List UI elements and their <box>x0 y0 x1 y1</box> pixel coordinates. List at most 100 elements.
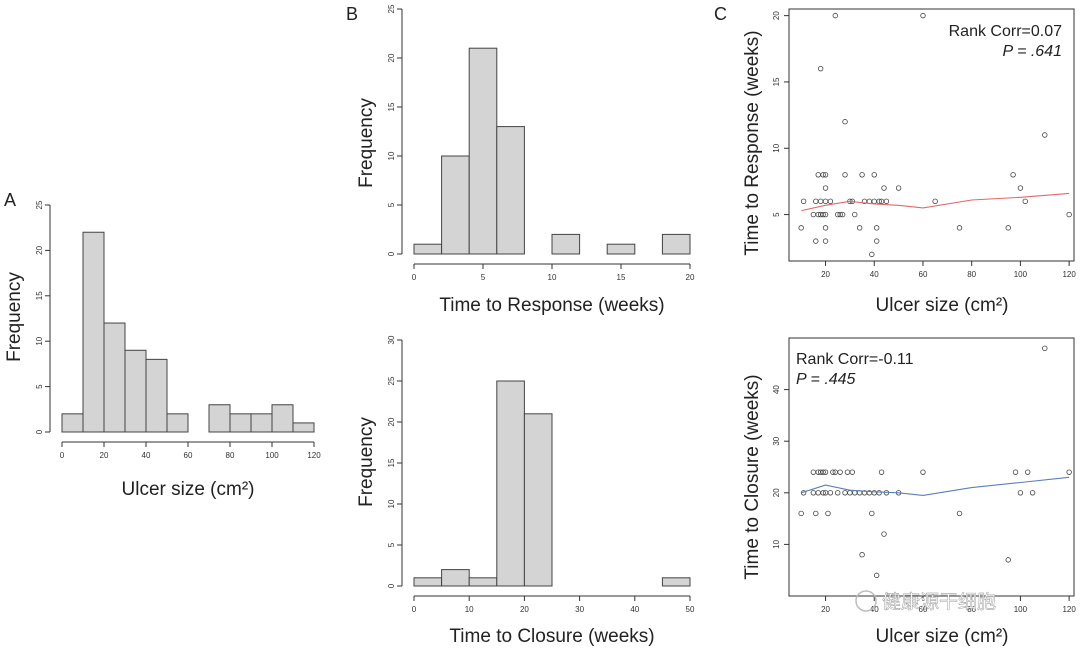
bar-0 <box>413 243 443 255</box>
scatter-point-38 <box>1012 469 1019 475</box>
watermark-right: 健康源干细胞 <box>855 590 996 613</box>
bar-0 <box>413 577 443 587</box>
bar-7 <box>606 243 636 255</box>
x-tick-label: 20 <box>686 273 695 282</box>
ylabel-time-to-response-c: Time to Response (weeks) <box>742 30 763 255</box>
x-tick-label: 10 <box>465 605 474 614</box>
x-tick-label: 80 <box>226 451 235 460</box>
scatter-point-16 <box>835 490 841 496</box>
scatter-point-39 <box>1017 490 1024 496</box>
scatter-point-6 <box>815 490 821 496</box>
scatter-point-47 <box>1017 185 1024 191</box>
panel-label-c: C <box>714 4 727 24</box>
scatter-point-3 <box>813 238 819 244</box>
scatter-point-22 <box>852 490 858 496</box>
scatter-point-17 <box>837 469 843 475</box>
y-tick-label: 15 <box>387 102 396 111</box>
x-tick-label: 120 <box>307 451 321 460</box>
x-tick-label: 50 <box>686 605 695 614</box>
bar-4 <box>523 413 553 587</box>
trend-line <box>801 476 1070 496</box>
x-tick-label: 5 <box>481 273 486 282</box>
scatter-point-37 <box>876 198 882 205</box>
scatter-point-2 <box>810 211 817 218</box>
p-value-c-bottom: P = .445 <box>796 371 856 388</box>
scatter-closure-vs-ulcer: 20 40 60 80 100 120 10 20 30 40 <box>772 337 1076 614</box>
scatter-point-46 <box>1010 172 1016 178</box>
x-tick-label: 20 <box>821 270 830 279</box>
panel-label-b: B <box>346 4 358 24</box>
scatter-point-14 <box>822 198 829 205</box>
bar-9 <box>250 413 273 433</box>
x-tick-label: 0 <box>412 273 417 282</box>
scatter-point-36 <box>873 238 880 244</box>
scatter-point-9 <box>820 490 826 496</box>
scatter-point-35 <box>873 225 880 231</box>
scatter-point-31 <box>878 469 885 475</box>
scatter-point-29 <box>873 572 880 579</box>
scatter-point-42 <box>1042 345 1048 352</box>
y-tick-label: 5 <box>772 212 781 217</box>
x-tick-label: 60 <box>919 270 928 279</box>
scatter-point-44 <box>956 225 963 231</box>
y-tick-label: 25 <box>387 376 396 385</box>
scatter-point-24 <box>842 172 848 178</box>
y-tick-label: 15 <box>772 77 781 86</box>
x-tick-label: 100 <box>1014 605 1028 614</box>
bar-0 <box>61 413 84 433</box>
x-tick-label: 30 <box>575 605 584 614</box>
bar-3 <box>496 126 525 255</box>
ylabel-frequency-a: Frequency <box>4 272 25 362</box>
watermark-text-left: 大数跨境 <box>38 625 106 645</box>
y-tick-label: 25 <box>35 200 44 209</box>
y-tick-label: 15 <box>387 458 396 467</box>
scatter-point-41 <box>1029 490 1036 496</box>
scatter-point-36 <box>956 510 963 517</box>
scatter-point-34 <box>871 198 877 205</box>
scatter-point-43 <box>932 198 938 205</box>
scatter-point-0 <box>798 510 804 517</box>
scatter-point-19 <box>832 12 838 19</box>
bar-1 <box>82 231 105 433</box>
y-tick-label: 5 <box>387 542 396 547</box>
scatter-point-19 <box>844 469 851 475</box>
watermark-text-right: 健康源干细胞 <box>882 591 996 613</box>
scatter-point-27 <box>852 211 858 218</box>
scatter-point-27 <box>869 510 875 517</box>
bar-7 <box>208 404 231 433</box>
x-tick-label: 10 <box>548 273 557 282</box>
bar-1 <box>441 155 470 255</box>
bar-4 <box>145 358 168 433</box>
scatter-point-33 <box>871 172 877 178</box>
ylabel-frequency-b-top: Frequency <box>356 98 377 188</box>
x-tick-label: 40 <box>870 605 879 614</box>
xlabel-time-to-response: Time to Response (weeks) <box>439 295 664 316</box>
scatter-point-20 <box>847 490 853 496</box>
scatter-point-21 <box>849 469 856 475</box>
x-tick-label: 0 <box>412 605 417 614</box>
scatter-point-49 <box>1042 132 1048 138</box>
plot-frame <box>788 337 1075 597</box>
y-tick-label: 10 <box>387 499 396 508</box>
y-tick-label: 20 <box>772 488 781 497</box>
y-tick-label: 30 <box>772 436 781 445</box>
y-tick-label: 30 <box>387 335 396 344</box>
x-tick-label: 120 <box>1062 605 1076 614</box>
scatter-point-42 <box>920 12 926 19</box>
scatter-response-vs-ulcer: 20 40 60 80 100 120 5 10 15 20 <box>772 8 1076 279</box>
xlabel-ulcer-size-c-top: Ulcer size (cm²) <box>876 295 1009 316</box>
y-tick-label: 0 <box>387 583 396 588</box>
y-tick-label: 0 <box>387 251 396 256</box>
y-tick-label: 5 <box>35 384 44 389</box>
ylabel-time-to-closure-c: Time to Closure (weeks) <box>742 374 763 579</box>
histogram-ulcer-size: 0 20 40 60 80 100 120 0 5 10 15 20 25 <box>35 200 321 460</box>
scatter-point-39 <box>881 185 887 191</box>
scatter-point-32 <box>881 531 887 537</box>
x-tick-label: 60 <box>184 451 193 460</box>
scatter-point-1 <box>800 198 807 205</box>
bar-3 <box>124 349 147 433</box>
x-tick-label: 120 <box>1062 270 1076 279</box>
histogram-time-to-response: 0 5 10 15 20 0 5 10 15 20 25 <box>387 4 695 282</box>
scatter-point-48 <box>1022 198 1028 205</box>
scatter-point-23 <box>842 119 848 125</box>
